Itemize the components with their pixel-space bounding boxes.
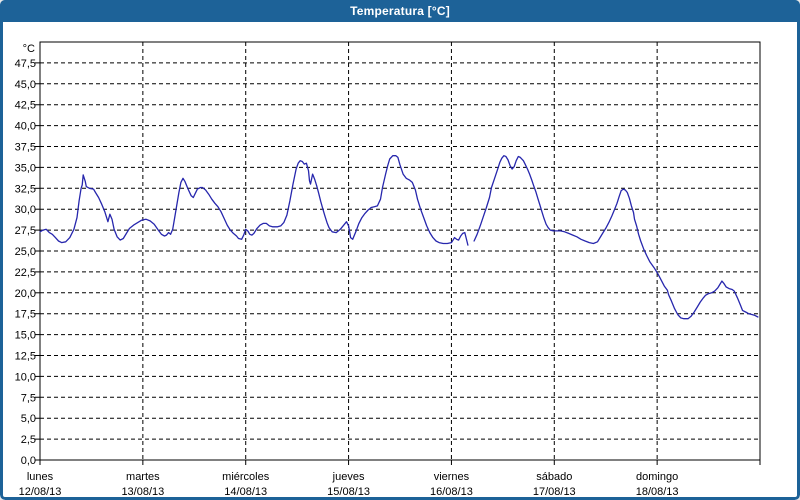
y-axis-unit-label: °C <box>23 43 35 55</box>
y-axis-label: 47,5 <box>15 58 36 70</box>
y-axis-label: 0,0 <box>21 455 36 467</box>
plot-frame <box>39 41 761 461</box>
y-axis-label: 7,5 <box>21 392 36 404</box>
day-date-label: 12/08/13 <box>19 486 62 498</box>
temperature-chart: 0,0 2,5 5,0 7,5 10,0 12,5 15,0 17,5 20,0 22,5 25,0… <box>15 41 761 498</box>
day-name-label: viernes <box>434 471 470 483</box>
day-date-label: 17/08/13 <box>533 486 576 498</box>
day-date-label: 16/08/13 <box>430 486 473 498</box>
day-date-label: 13/08/13 <box>121 486 164 498</box>
y-axis-label: 40,0 <box>15 121 36 133</box>
y-axis-label: 35,0 <box>15 162 36 174</box>
day-name-label: miércoles <box>222 471 270 483</box>
window-title: Temperatura [°C] <box>350 4 450 18</box>
y-axis-label: 2,5 <box>21 434 36 446</box>
y-axis-label: 32,5 <box>15 183 36 195</box>
day-name-label: domingo <box>636 471 678 483</box>
temperature-line <box>473 155 759 320</box>
day-name-label: sábado <box>536 471 572 483</box>
day-date-label: 18/08/13 <box>636 486 679 498</box>
y-axis-label: 42,5 <box>15 100 36 112</box>
y-axis-label: 22,5 <box>15 267 36 279</box>
y-axis-label: 45,0 <box>15 79 36 91</box>
y-axis-label: 10,0 <box>15 371 36 383</box>
day-name-label: martes <box>126 471 160 483</box>
title-bar[interactable]: Temperatura [°C] <box>0 0 800 22</box>
day-name-label: jueves <box>332 471 365 483</box>
y-axis-label: 5,0 <box>21 413 36 425</box>
chart-area: 0,0 2,5 5,0 7,5 10,0 12,5 15,0 17,5 20,0 22,5 25,0… <box>0 22 800 500</box>
day-name-label: lunes <box>27 471 54 483</box>
day-date-label: 15/08/13 <box>327 486 370 498</box>
temperature-line <box>39 155 469 246</box>
y-axis-label: 15,0 <box>15 330 36 342</box>
y-axis-label: 27,5 <box>15 225 36 237</box>
y-axis-label: 17,5 <box>15 309 36 321</box>
y-axis-label: 30,0 <box>15 204 36 216</box>
day-date-label: 14/08/13 <box>224 486 267 498</box>
y-axis-label: 37,5 <box>15 142 36 154</box>
y-axis-label: 25,0 <box>15 246 36 258</box>
y-axis-label: 20,0 <box>15 288 36 300</box>
y-axis-label: 12,5 <box>15 351 36 363</box>
